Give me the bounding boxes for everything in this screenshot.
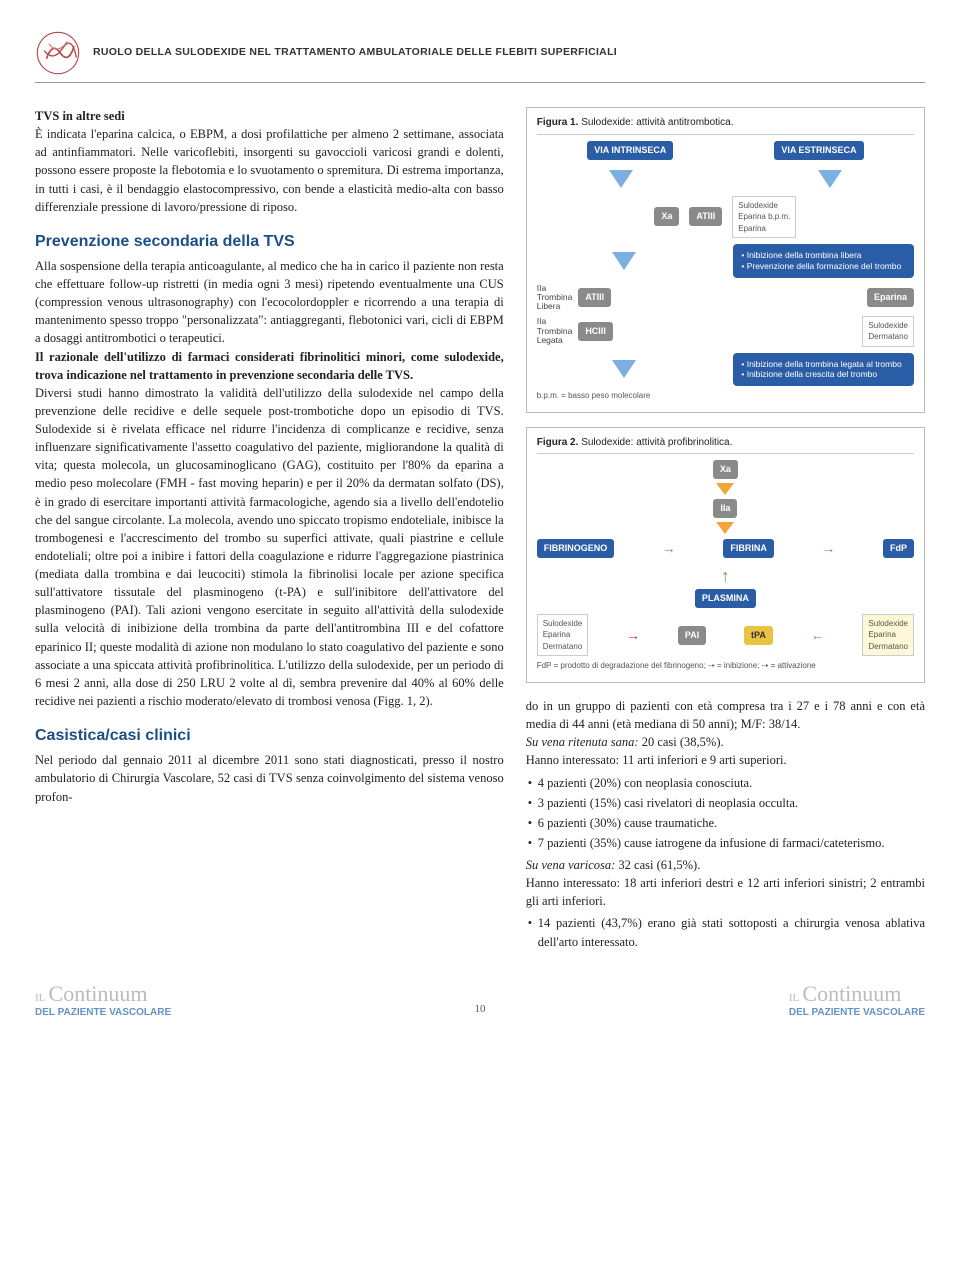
activate-arrow-icon: ← — [811, 625, 825, 645]
list-item: 7 pazienti (35%) cause iatrogene da infu… — [526, 834, 925, 852]
plasmina-badge: PLASMINA — [695, 589, 756, 608]
fig1-footnote: b.p.m. = basso peso molecolare — [537, 390, 914, 402]
inhibit-arrow-icon: → — [626, 625, 640, 645]
page-header: RUOLO DELLA SULODEXIDE NEL TRATTAMENTO A… — [35, 30, 925, 83]
via-estrinseca-badge: VIA ESTRINSECA — [774, 141, 863, 160]
left-column: TVS in altre sedi È indicata l'eparina c… — [35, 107, 504, 955]
fig1-callout-2: • Inibizione della trombina legata al tr… — [733, 353, 914, 386]
footer-brand-right: IL Continuum DEL PAZIENTE VASCOLARE — [789, 983, 925, 1018]
fig2-right-box: Sulodexide Eparina Dermatano — [862, 614, 914, 657]
xa-badge: Xa — [654, 207, 679, 226]
pai-badge: PAI — [678, 626, 706, 645]
hciii-badge: HCIII — [578, 322, 613, 341]
fibrina-badge: FIBRINA — [723, 539, 774, 558]
via-intrinseca-badge: VIA INTRINSECA — [587, 141, 673, 160]
prev-para-2: Il razionale dell'utilizzo di farmaci co… — [35, 348, 504, 384]
running-title: RUOLO DELLA SULODEXIDE NEL TRATTAMENTO A… — [93, 45, 617, 60]
casistica-heading: Casistica/casi clinici — [35, 724, 504, 747]
figure-2-caption: Figura 2. Sulodexide: attività profibrin… — [537, 436, 914, 455]
prev-para-1: Alla sospensione della terapia anticoagu… — [35, 257, 504, 348]
right-para-1: do in un gruppo di pazienti con età comp… — [526, 697, 925, 733]
right-para-4: Su vena varicosa: 32 casi (61,5%). — [526, 856, 925, 874]
fig2-xa-badge: Xa — [713, 460, 738, 479]
right-para-3: Hanno interessato: 11 arti inferiori e 9… — [526, 751, 925, 769]
fig2-left-box: Sulodexide Eparina Dermatano — [537, 614, 589, 657]
arrow-icon: → — [662, 538, 676, 558]
casistica-para-1: Nel periodo dal gennaio 2011 al dicembre… — [35, 751, 504, 805]
figure-2: Figura 2. Sulodexide: attività profibrin… — [526, 427, 925, 683]
journal-logo-icon — [35, 30, 81, 76]
tvs-section: TVS in altre sedi È indicata l'eparina c… — [35, 107, 504, 216]
list-item: 3 pazienti (15%) casi rivelatori di neop… — [526, 794, 925, 812]
fig1-side2: Sulodexide Dermatano — [862, 316, 914, 347]
page-footer: IL Continuum DEL PAZIENTE VASCOLARE 10 I… — [35, 983, 925, 1018]
fig1-side1: Sulodexide Eparina b.p.m. Eparina — [732, 196, 796, 239]
right-para-5: Hanno interessato: 18 arti inferiori des… — [526, 874, 925, 910]
fig2-iia-badge: IIa — [713, 499, 737, 518]
up-arrow-icon: ↑ — [721, 566, 730, 586]
tpa-badge: tPA — [744, 626, 773, 645]
list-item: 4 pazienti (20%) con neoplasia conosciut… — [526, 774, 925, 792]
atiii2-badge: ATIII — [578, 288, 611, 307]
figure-1-caption: Figura 1. Sulodexide: attività antitromb… — [537, 116, 914, 135]
iia-legata-label: IIa Trombina Legata — [537, 317, 573, 345]
fdp-badge: FdP — [883, 539, 914, 558]
list-item: 14 pazienti (43,7%) erano già stati sott… — [526, 914, 925, 950]
bullet-list-1: 4 pazienti (20%) con neoplasia conosciut… — [526, 774, 925, 853]
arrow-icon: → — [821, 538, 835, 558]
prev-para-3: Diversi studi hanno dimostrato la validi… — [35, 384, 504, 710]
list-item: 6 pazienti (30%) cause traumatiche. — [526, 814, 925, 832]
fig1-callout-1: • Inibizione della trombina libera • Pre… — [733, 244, 914, 277]
bullet-list-2: 14 pazienti (43,7%) erano già stati sott… — [526, 914, 925, 950]
page-number: 10 — [475, 1002, 486, 1018]
iia-libera-label: IIa Trombina Libera — [537, 284, 573, 312]
right-column: Figura 1. Sulodexide: attività antitromb… — [526, 107, 925, 955]
eparina-badge: Eparina — [867, 288, 914, 307]
figure-1: Figura 1. Sulodexide: attività antitromb… — [526, 107, 925, 413]
tvs-body: È indicata l'eparina calcica, o EBPM, a … — [35, 127, 504, 214]
fig2-footnote: FdP = prodotto di degradazione del fibri… — [537, 660, 914, 672]
tvs-heading: TVS in altre sedi — [35, 109, 125, 123]
atiii-badge: ATIII — [689, 207, 722, 226]
right-para-2: Su vena ritenuta sana: 20 casi (38,5%). — [526, 733, 925, 751]
prevenzione-heading: Prevenzione secondaria della TVS — [35, 230, 504, 253]
fibrinogeno-badge: FIBRINOGENO — [537, 539, 615, 558]
footer-brand-left: IL Continuum DEL PAZIENTE VASCOLARE — [35, 983, 171, 1018]
